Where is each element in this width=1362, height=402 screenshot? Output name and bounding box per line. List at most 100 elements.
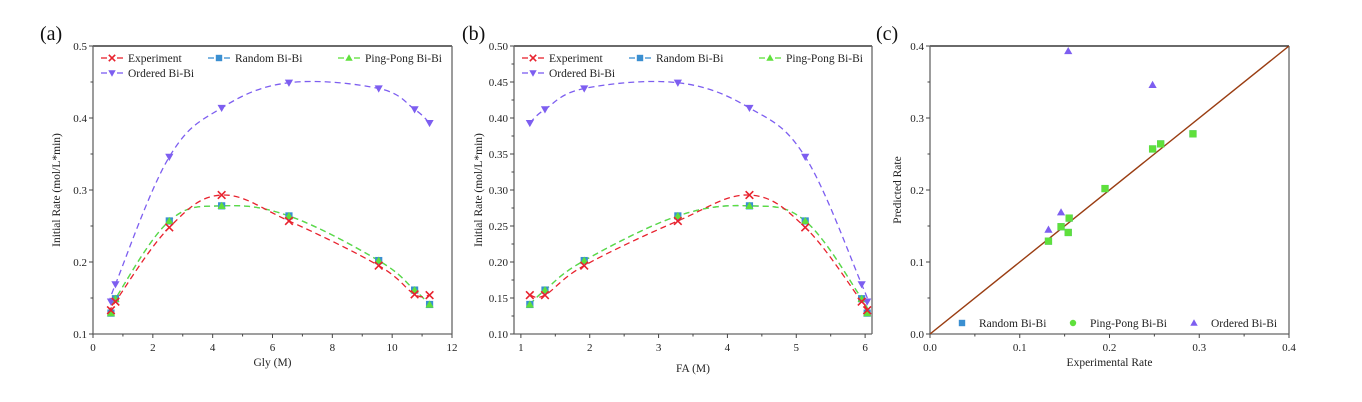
- legend-marker: [1190, 319, 1198, 326]
- panel-label: (b): [462, 23, 485, 45]
- legend-label: Ping-Pong Bi-Bi: [786, 53, 863, 65]
- data-point-ordered-bi-bi: [1056, 208, 1066, 216]
- data-point-ping-pong-bi-bi: [1057, 223, 1065, 231]
- data-point-ordered-bi-bi: [1044, 225, 1053, 233]
- data-point-ping-pong-bi-bi: [374, 256, 383, 264]
- panel-label: (c): [876, 23, 898, 45]
- x-tick-label: 2: [150, 342, 156, 354]
- y-tick-label: 0.2: [73, 257, 87, 269]
- y-tick-label: 0.30: [489, 185, 509, 197]
- legend: Random Bi-Bi Ping-Pong Bi-Bi Ordered Bi-Bi: [958, 318, 1277, 330]
- data-point-experiment: [106, 305, 116, 315]
- data-point-ordered-bi-bi: [217, 104, 226, 113]
- y-tick-label: 0.25: [489, 221, 509, 233]
- y-axis-title: Initial Rate (mol/L*min): [473, 133, 485, 247]
- legend-item-ordered-bi-bi: Ordered Bi-Bi: [101, 68, 194, 80]
- legend-label: Experiment: [128, 53, 182, 65]
- series-line-ordered-bi-bi: [108, 80, 431, 303]
- legend-label: Random Bi-Bi: [656, 53, 723, 65]
- legend-label: Ping-Pong Bi-Bi: [1090, 318, 1167, 330]
- legend-marker: [215, 54, 223, 62]
- data-point-ordered-bi-bi: [857, 281, 866, 289]
- data-point-ping-pong-bi-bi: [525, 300, 534, 308]
- data-point-experiment: [857, 297, 867, 306]
- y-tick-label: 0.35: [489, 149, 509, 161]
- data-point-ordered-bi-bi: [165, 153, 174, 161]
- chart-panel-1: (b) 0.10 0.15 0.20 0.25 0.30 0.35 0.40 0.45 0.50 1…: [462, 23, 873, 375]
- data-point-ordered-bi-bi: [111, 281, 120, 289]
- series-line-experiment: [108, 194, 430, 312]
- data-point-experiment: [374, 261, 384, 270]
- legend-item-experiment: Experiment: [522, 53, 603, 65]
- data-point-experiment: [673, 216, 683, 226]
- data-point-ping-pong-bi-bi: [1065, 214, 1073, 222]
- x-tick-label: 5: [794, 342, 800, 354]
- data-point-experiment: [425, 290, 434, 300]
- y-tick-label: 0.0: [910, 329, 924, 341]
- legend: Experiment Random Bi-Bi Ping-Pong Bi-Bi Ord…: [522, 53, 863, 80]
- data-point-ordered-bi-bi: [673, 79, 682, 87]
- x-tick-label: 0.2: [1103, 342, 1117, 354]
- data-point-ordered-bi-bi: [425, 119, 434, 128]
- data-point-ping-pong-bi-bi: [745, 201, 754, 209]
- x-tick-label: 0: [90, 342, 96, 354]
- x-tick-label: 0.1: [1013, 342, 1027, 354]
- y-tick-label: 0.3: [73, 185, 87, 197]
- data-point-ordered-bi-bi: [106, 298, 116, 306]
- data-point-ping-pong-bi-bi: [540, 285, 550, 294]
- x-tick-label: 3: [656, 342, 662, 354]
- data-point-experiment: [217, 190, 227, 200]
- data-point-ping-pong-bi-bi: [580, 256, 589, 264]
- data-point-experiment: [284, 216, 294, 226]
- legend-label: Random Bi-Bi: [979, 318, 1046, 330]
- legend-label: Random Bi-Bi: [235, 53, 302, 65]
- x-tick-label: 6: [862, 342, 868, 354]
- x-tick-label: 8: [330, 342, 336, 354]
- data-point-ordered-bi-bi: [745, 104, 754, 113]
- chart-panel-0: (a) 0.1 0.2 0.3 0.4 0.5 0 2 4 6 8 10 12 Gly (M) Initia…: [40, 23, 458, 369]
- data-point-ordered-bi-bi: [525, 119, 534, 128]
- y-tick-label: 0.1: [910, 257, 924, 269]
- data-point-experiment: [525, 290, 535, 300]
- data-point-ping-pong-bi-bi: [217, 201, 226, 209]
- legend-marker: [958, 319, 966, 327]
- x-tick-label: 2: [587, 342, 593, 354]
- series-line-ping-pong-bi-bi: [108, 204, 431, 314]
- x-tick-label: 6: [270, 342, 276, 354]
- x-tick-label: 12: [447, 342, 458, 354]
- data-point-ping-pong-bi-bi: [801, 216, 810, 225]
- series-line-experiment: [529, 194, 869, 312]
- legend-item-random-bi-bi: Random Bi-Bi: [629, 53, 723, 65]
- x-tick-label: 1: [518, 342, 524, 354]
- data-point-ordered-bi-bi: [284, 79, 294, 87]
- data-point-ordered-bi-bi: [801, 153, 810, 161]
- data-point-ping-pong-bi-bi: [1064, 228, 1072, 237]
- legend-label: Ordered Bi-Bi: [128, 68, 194, 80]
- x-tick-label: 0.3: [1192, 342, 1206, 354]
- data-point-ping-pong-bi-bi: [1148, 145, 1157, 153]
- x-axis-title: FA (M): [676, 363, 710, 375]
- y-tick-label: 0.20: [489, 257, 509, 269]
- legend-marker: [529, 54, 537, 62]
- data-point-ordered-bi-bi: [863, 298, 872, 306]
- data-point-ping-pong-bi-bi: [1189, 130, 1197, 138]
- legend-marker: [636, 54, 644, 62]
- x-axis-title: Gly (M): [253, 357, 291, 369]
- y-tick-label: 0.3: [910, 113, 924, 125]
- data-point-experiment: [579, 261, 589, 270]
- data-point-experiment: [862, 305, 872, 315]
- data-point-ordered-bi-bi: [1064, 46, 1073, 55]
- x-tick-label: 4: [210, 342, 216, 354]
- data-point-ordered-bi-bi: [580, 85, 589, 93]
- series-line-ordered-bi-bi: [529, 80, 869, 303]
- legend-item-ping-pong-bi-bi: Ping-Pong Bi-Bi: [1069, 318, 1167, 330]
- data-point-ping-pong-bi-bi: [1044, 237, 1053, 245]
- data-point-experiment: [540, 290, 550, 300]
- legend-marker: [529, 70, 537, 77]
- data-point-ordered-bi-bi: [374, 85, 383, 93]
- legend: Experiment Random Bi-Bi Ping-Pong Bi-Bi Ord…: [101, 53, 442, 80]
- chart-panel-2: (c) 0.0 0.1 0.2 0.3 0.4 0.0 0.1 0.2 0.3 0.4 Experim…: [876, 23, 1296, 369]
- legend-marker: [108, 70, 116, 77]
- x-tick-label: 10: [387, 342, 399, 354]
- data-point-ping-pong-bi-bi: [1157, 140, 1165, 148]
